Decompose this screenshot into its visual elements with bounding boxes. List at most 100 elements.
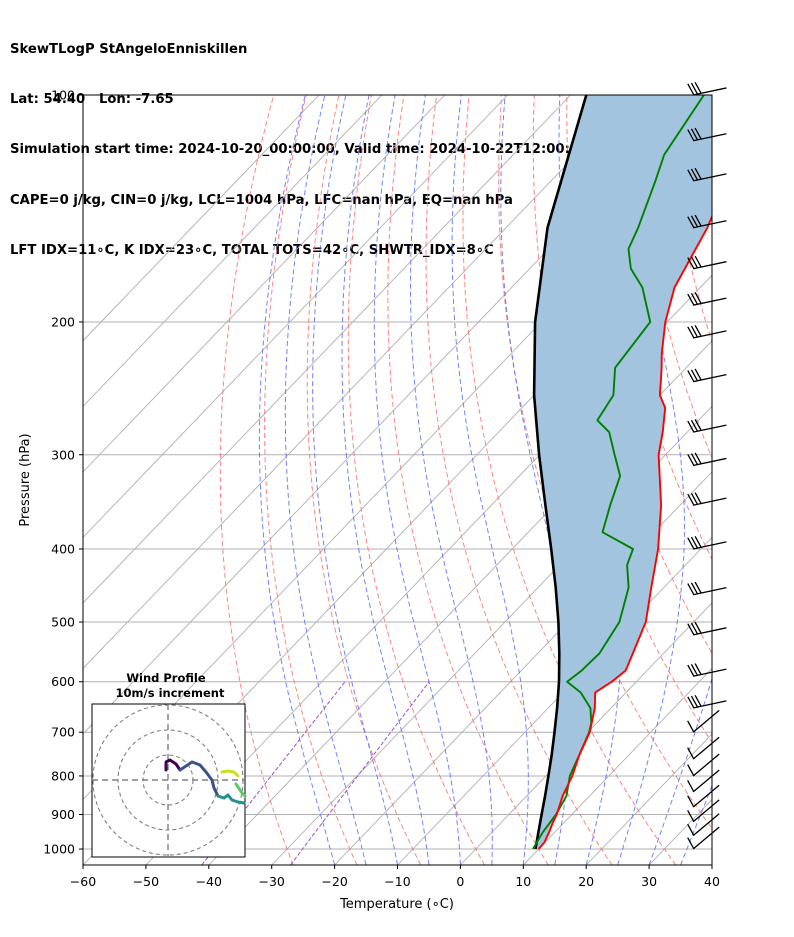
- chart-title: SkewTLogP StAngeloEnniskillen: [10, 41, 248, 57]
- moist-adiabat-line: [373, 95, 461, 865]
- wind-barb: [687, 621, 727, 636]
- wind-barb-flag: [690, 453, 699, 465]
- isotherm-line: [145, 274, 712, 865]
- wind-barb-shaft: [692, 220, 727, 229]
- wind-barb-flag: [687, 326, 695, 339]
- wind-barb-flag: [687, 780, 695, 792]
- wind-barb-flag: [690, 128, 699, 141]
- wind-barb-shaft: [692, 799, 720, 823]
- wind-barb-flag: [687, 664, 695, 677]
- wind-barb-flag: [687, 216, 695, 228]
- wind-barb-flag: [687, 83, 695, 96]
- wind-barb-shaft: [692, 700, 727, 709]
- x-tick-label: 30: [641, 874, 657, 889]
- wind-barb-flag: [694, 127, 702, 140]
- wind-barb: [687, 709, 720, 733]
- wind-barb: [687, 535, 727, 550]
- x-tick-label: −30: [259, 874, 285, 889]
- wind-barb-flag: [687, 169, 695, 182]
- wind-barb-flag: [694, 581, 702, 594]
- wind-barb-shaft: [692, 373, 727, 383]
- isotherm-line: [83, 95, 320, 342]
- moist-adiabat-line: [451, 95, 529, 865]
- wind-barb-shaft: [692, 330, 727, 339]
- x-tick-label: −50: [133, 874, 159, 889]
- y-tick-label: 100: [51, 88, 75, 103]
- wind-barb-flag: [690, 325, 699, 338]
- hodograph-trace: [234, 782, 247, 798]
- x-tick-label: −10: [384, 874, 410, 889]
- wind-barb-shaft: [692, 424, 727, 433]
- wind-barb-flag: [694, 694, 702, 707]
- dry-adiabat-line: [219, 95, 294, 865]
- dry-adiabat-line: [462, 95, 677, 865]
- wind-barb-shaft: [692, 826, 720, 850]
- axis-ticks: −60 −50 −40 −30 −20 −10 0 10 20 30 40 100 200 300 400 5…: [43, 88, 720, 890]
- wind-barb: [687, 492, 727, 506]
- y-axis-label: Pressure (hPa): [18, 433, 33, 526]
- wind-barb-flag: [687, 764, 695, 776]
- hodograph-trace: [178, 760, 220, 798]
- wind-barb-flag: [690, 292, 699, 305]
- wind-barb-flag: [694, 368, 702, 381]
- wind-barb-flag: [687, 720, 695, 733]
- moist-adiabat-line: [284, 95, 367, 865]
- wind-barb: [687, 167, 727, 182]
- wind-barb-shaft: [692, 587, 727, 596]
- isotherm-line: [711, 864, 712, 865]
- wind-barb-flag: [694, 419, 702, 431]
- hodograph-trace: [216, 793, 246, 805]
- moist-adiabat-line: [680, 784, 712, 865]
- hodograph: [92, 704, 247, 857]
- wind-barb: [687, 127, 727, 142]
- wind-barb-shaft: [692, 541, 727, 550]
- wind-barb-flag: [690, 695, 699, 708]
- wind-barb: [687, 753, 720, 777]
- hodograph-trace: [164, 758, 182, 772]
- wind-barb-shaft: [692, 627, 727, 636]
- wind-profile-inset: Wind Profile 10m/s increment: [91, 671, 247, 858]
- wind-barb-flag: [687, 420, 695, 433]
- wind-barb: [687, 813, 720, 837]
- dry-adiabat-line: [425, 95, 613, 865]
- moist-adiabat-line: [258, 95, 336, 865]
- wind-barb-flag: [690, 256, 699, 269]
- mixing-ratio-line: [290, 681, 430, 865]
- isotherm-line: [522, 667, 712, 865]
- cin-fill-area: [534, 95, 712, 849]
- wind-barb-shaft: [692, 668, 727, 677]
- dry-adiabat-line: [730, 95, 794, 865]
- isotherm-line: [83, 95, 634, 670]
- wind-barb: [687, 419, 727, 433]
- wind-barb: [687, 799, 720, 823]
- x-tick-label: 0: [456, 874, 464, 889]
- wind-barb: [687, 826, 720, 850]
- wind-barb-shaft: [692, 753, 720, 777]
- wind-barbs: [687, 81, 727, 850]
- wind-barb: [687, 214, 727, 229]
- wind-barb-flag: [690, 664, 699, 676]
- wind-barb-flag: [687, 370, 695, 382]
- wind-barb: [687, 324, 727, 339]
- wind-barb: [687, 368, 727, 383]
- wind-barb: [687, 81, 727, 96]
- wind-barb: [687, 663, 727, 677]
- wind-barb-shaft: [692, 297, 727, 306]
- x-tick-label: 20: [578, 874, 594, 889]
- y-tick-label: 800: [51, 768, 75, 783]
- wind-barb-flag: [687, 696, 695, 709]
- isotherm-line: [83, 95, 383, 408]
- dry-adiabat-line: [762, 95, 794, 865]
- moist-adiabat-line: [341, 95, 430, 865]
- wind-barb: [687, 255, 727, 270]
- wind-barb-flag: [690, 493, 699, 505]
- moist-adiabat-line: [648, 677, 712, 865]
- wind-barb-flag: [694, 535, 702, 548]
- wind-barb-flag: [690, 536, 699, 549]
- y-tick-label: 600: [51, 674, 75, 689]
- parcel-profile-line: [532, 95, 588, 850]
- isotherm-line: [83, 95, 509, 539]
- wind-barb: [687, 784, 720, 808]
- dry-adiabat-line: [631, 95, 712, 459]
